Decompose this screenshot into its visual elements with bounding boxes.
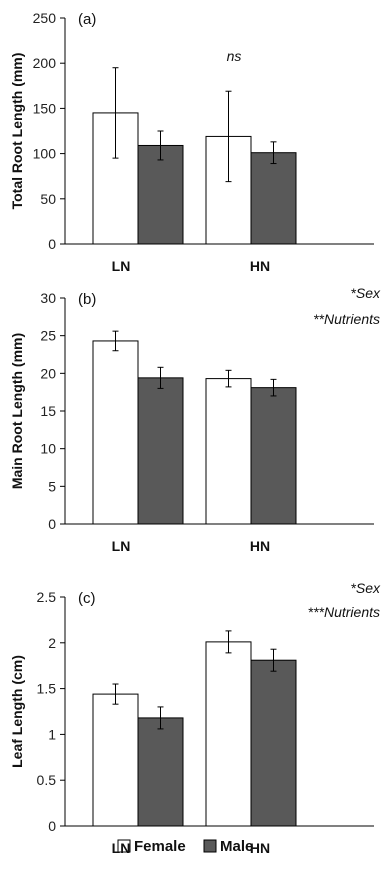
bar-female-ln	[92, 340, 139, 525]
bar-male-hn	[250, 659, 297, 827]
bar-male-ln	[137, 717, 184, 827]
y-tick-label: 0.5	[37, 772, 57, 788]
y-tick-label: 2.5	[37, 589, 57, 605]
bar-female-hn	[205, 378, 252, 525]
y-tick-label: 2	[48, 635, 56, 651]
y-tick-label: 15	[40, 403, 56, 419]
y-tick-label: 20	[40, 365, 56, 381]
x-tick-label-ln: LN	[112, 538, 131, 554]
x-tick-label-hn: HN	[250, 258, 270, 274]
legend-label-male: Male	[220, 838, 253, 855]
panel-label: (b)	[78, 291, 96, 308]
bar-female-ln	[92, 693, 139, 827]
y-tick-label: 250	[33, 10, 57, 26]
legend-swatch-male	[203, 839, 217, 853]
significance-annotation: *Sex	[350, 580, 381, 596]
significance-annotation: *Sex	[350, 285, 381, 301]
x-tick-label-ln: LN	[112, 258, 131, 274]
x-tick-label-hn: HN	[250, 840, 270, 856]
panel-label: (a)	[78, 11, 96, 28]
y-axis-label: Main Root Length (mm)	[9, 333, 25, 489]
panel-label: (c)	[78, 590, 96, 607]
y-tick-label: 10	[40, 441, 56, 457]
x-tick-label-ln: LN	[112, 840, 131, 856]
bar-male-hn	[250, 387, 297, 525]
chart-panel-2: 0 5 10 15 20 25 30 Main Root Length (mm) (b) *Sex…	[9, 285, 381, 554]
legend-swatch-female	[117, 839, 131, 853]
bar-male-ln	[137, 144, 184, 245]
y-tick-label: 50	[40, 191, 56, 207]
y-tick-label: 100	[33, 146, 57, 162]
significance-annotation: ***Nutrients	[308, 604, 380, 620]
significance-annotation: **Nutrients	[313, 311, 380, 327]
significance-annotation: ns	[227, 48, 242, 64]
y-tick-label: 150	[33, 100, 57, 116]
chart-panel-3: 0 0.5 1 1.5 2 2.5 Leaf Length (cm) (c) *Sex ***Nu…	[9, 580, 381, 856]
y-tick-label: 1	[48, 726, 56, 742]
y-tick-label: 200	[33, 55, 57, 71]
bar-male-ln	[137, 377, 184, 525]
y-tick-label: 30	[40, 290, 56, 306]
y-tick-label: 5	[48, 478, 56, 494]
y-tick-label: 0	[48, 236, 56, 252]
y-tick-label: 25	[40, 328, 56, 344]
y-tick-label: 0	[48, 818, 56, 834]
y-axis-label: Total Root Length (mm)	[9, 53, 25, 210]
y-axis-label: Leaf Length (cm)	[9, 655, 25, 768]
bar-male-hn	[250, 152, 297, 245]
x-tick-label-hn: HN	[250, 538, 270, 554]
legend: Female Male	[117, 838, 253, 855]
bar-female-hn	[205, 641, 252, 827]
y-tick-label: 1.5	[37, 681, 57, 697]
y-tick-label: 0	[48, 516, 56, 532]
chart-panel-1: 0 50 100 150 200 250 Total Root Length (mm) (a)…	[9, 10, 374, 274]
legend-label-female: Female	[134, 838, 186, 855]
